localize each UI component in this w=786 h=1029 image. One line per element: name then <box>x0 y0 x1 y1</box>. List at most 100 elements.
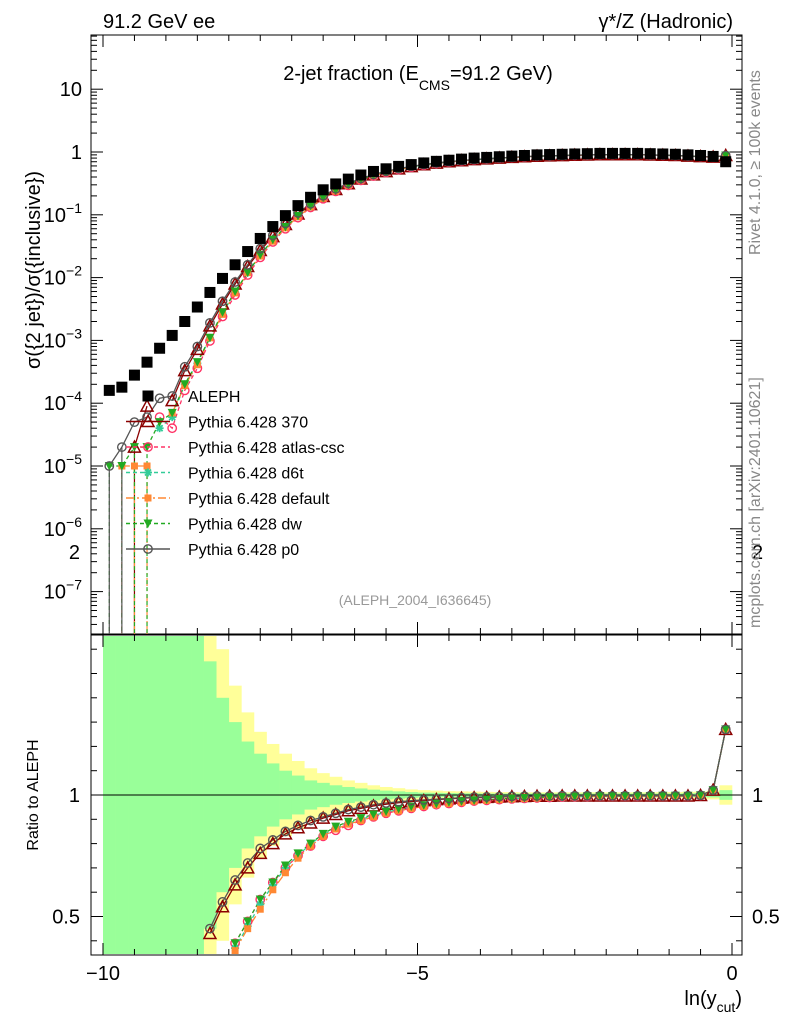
x-tick-label: −5 <box>406 963 429 985</box>
ratio-marker-pythia-6-428-dw <box>356 814 366 823</box>
y-tick-label: 10−6 <box>44 514 82 541</box>
ratio-marker-pythia-6-428-dw <box>607 791 617 801</box>
ratio-marker-pythia-6-428-p0 <box>431 794 442 805</box>
marker-pythia-6-428-p0 <box>217 296 228 307</box>
data-point-aleph <box>242 246 254 258</box>
ratio-line-2 <box>234 729 727 949</box>
data-point-aleph <box>217 272 229 284</box>
ratio-marker-pythia-6-428-370 <box>353 800 369 815</box>
header-left-title: 91.2 GeV ee <box>103 11 215 33</box>
marker-pythia-6-428-dw <box>293 211 303 221</box>
legend-marker <box>140 413 156 428</box>
ratio-marker-pythia-6-428-p0 <box>481 792 492 802</box>
ratio-marker-pythia-6-428-p0 <box>305 815 316 826</box>
legend-label: Pythia 6.428 dw <box>188 517 302 534</box>
main-plot-frame <box>90 34 743 635</box>
marker-pythia-6-428-dw <box>721 151 731 160</box>
data-point-aleph <box>405 159 417 171</box>
data-point-aleph <box>141 356 153 368</box>
ratio-marker-pythia-6-428-dw <box>532 793 542 802</box>
ratio-marker-pythia-6-428-p0 <box>695 790 706 801</box>
ratio-marker-pythia-6-428-370 <box>278 826 293 840</box>
ratio-marker-pythia-6-428-dw <box>255 895 265 904</box>
legend-label: Pythia 6.428 atlas-csc <box>188 440 345 457</box>
data-point-aleph <box>305 191 317 203</box>
data-point-aleph <box>556 148 568 160</box>
data-point-aleph <box>103 384 115 396</box>
ratio-marker-pythia-6-428-p0 <box>381 798 391 808</box>
y-tick-label: 10−5 <box>44 451 82 478</box>
ratio-marker-pythia-6-428-p0 <box>582 790 593 801</box>
ratio-y-tick-label-right: 0.5 <box>752 907 780 929</box>
ratio-marker-pythia-6-428-370 <box>215 899 230 913</box>
data-point-aleph <box>317 184 329 196</box>
ratio-marker-pythia-6-428-dw <box>582 792 592 801</box>
ratio-marker-pythia-6-428-p0 <box>280 826 291 837</box>
legend: ALEPH Pythia 6.428 370 Pythia 6.428 atlas-… <box>126 389 345 559</box>
ratio-marker-pythia-6-428-p0 <box>242 858 253 868</box>
data-point-aleph <box>506 150 518 162</box>
legend-label: Pythia 6.428 d6t <box>188 466 304 483</box>
ratio-y-tick-label-right: 1 <box>752 785 763 807</box>
ratio-marker-pythia-6-428-p0 <box>532 791 542 801</box>
ratio-marker-pythia-6-428-p0 <box>557 790 568 801</box>
x-axis-label-sub: cut <box>717 999 736 1015</box>
data-point-aleph <box>179 315 191 327</box>
ratio-marker-pythia-6-428-dw <box>507 794 517 803</box>
legend-marker <box>144 468 152 477</box>
ratio-marker-pythia-6-428-p0 <box>368 799 379 810</box>
ratio-marker-pythia-6-428-370 <box>227 877 243 891</box>
chart-title: 2-jet fraction (ECMS=91.2 GeV) <box>283 63 553 93</box>
data-point-aleph <box>254 232 266 244</box>
marker-pythia-6-428-default <box>130 462 138 470</box>
chart-title-prefix: 2-jet fraction (E <box>283 63 419 85</box>
ratio-marker-pythia-6-428-p0 <box>506 791 517 802</box>
ratio-marker-pythia-6-428-p0 <box>607 790 618 801</box>
ratio-marker-pythia-6-428-p0 <box>708 785 719 796</box>
ratio-marker-pythia-6-428-p0 <box>418 794 429 805</box>
data-point-aleph <box>493 151 505 163</box>
ratio-marker-pythia-6-428-p0 <box>544 791 555 801</box>
ratio-marker-pythia-6-428-p0 <box>683 790 693 801</box>
header-right-title: γ*/Z (Hadronic) <box>599 11 733 33</box>
data-point-aleph <box>456 153 468 165</box>
legend-marker <box>144 494 152 502</box>
data-point-aleph <box>355 169 367 181</box>
legend-marker <box>143 519 153 528</box>
axis-ticks <box>91 35 742 955</box>
data-point-aleph <box>267 221 279 233</box>
ratio-marker-pythia-6-428-370 <box>290 820 306 834</box>
ratio-marker-pythia-6-428-dw <box>721 725 731 734</box>
marker-pythia-6-428-370 <box>164 393 180 407</box>
ratio-marker-pythia-6-428-p0 <box>343 804 354 815</box>
ratio-marker-pythia-6-428-dw <box>545 792 555 802</box>
ratio-y-axis-label: Ratio to ALEPH <box>25 739 42 850</box>
marker-pythia-6-428-p0 <box>154 393 165 404</box>
x-tick-label: 0 <box>726 963 737 985</box>
data-point-aleph <box>544 149 556 161</box>
marker-pythia-6-428-dw <box>167 408 177 418</box>
ratio-marker-pythia-6-428-p0 <box>670 790 681 801</box>
ratio-marker-pythia-6-428-dw <box>318 829 328 839</box>
chart-title-sub: CMS <box>419 77 450 93</box>
ratio-marker-pythia-6-428-dw <box>570 792 580 801</box>
ratio-marker-pythia-6-428-370 <box>315 810 331 824</box>
data-point-aleph <box>468 152 480 164</box>
data-point-aleph <box>481 151 493 163</box>
marker-pythia-6-428-p0 <box>205 317 215 328</box>
legend-label: Pythia 6.428 default <box>188 491 330 508</box>
ratio-marker-pythia-6-428-dw <box>268 878 278 887</box>
ratio-marker-pythia-6-428-p0 <box>230 875 240 885</box>
data-point-aleph <box>367 165 379 177</box>
ratio-marker-pythia-6-428-p0 <box>293 820 303 831</box>
marker-pythia-6-428-370 <box>127 439 142 453</box>
data-point-aleph <box>695 149 707 161</box>
ratio-marker-pythia-6-428-default <box>269 886 277 894</box>
ratio-marker-pythia-6-428-dw <box>293 849 303 858</box>
data-point-aleph <box>154 342 166 354</box>
ratio-marker-pythia-6-428-p0 <box>469 792 480 803</box>
marker-pythia-6-428-dw <box>155 418 165 427</box>
series-line-1 <box>171 154 726 401</box>
data-point-aleph <box>619 147 631 159</box>
